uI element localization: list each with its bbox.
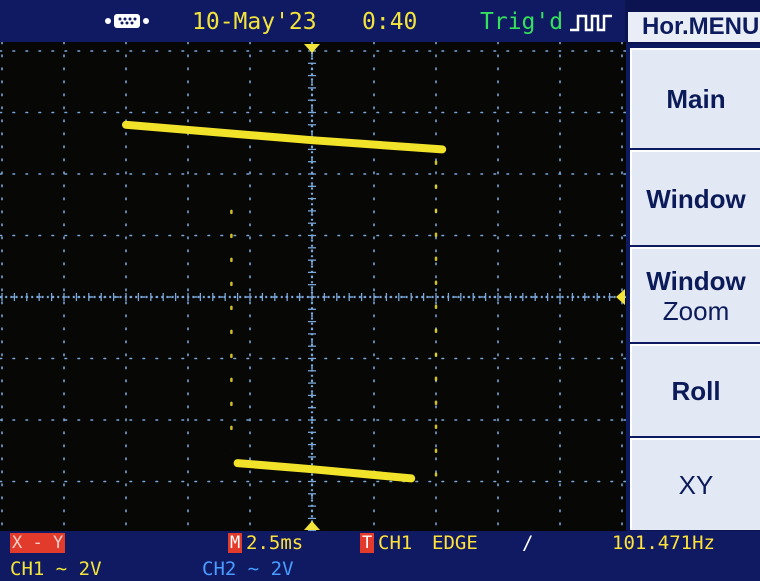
bottom-status-bar: X - Y M 2.5ms T CH1 EDGE / 101.471Hz CH1…	[0, 531, 760, 581]
ch2-scale: CH2 ∼ 2V	[202, 558, 294, 580]
rising-edge-pulse-icon	[568, 12, 616, 34]
trigger-type: EDGE	[432, 532, 478, 554]
window-button[interactable]: Window	[630, 150, 760, 245]
roll-button-label: Roll	[671, 376, 720, 406]
status-bar: 10-May'23 0:40 Trig'd	[0, 0, 625, 42]
timebase-badge: M	[228, 533, 242, 553]
window-zoom-label-2: Zoom	[663, 296, 729, 326]
xy-button-label: XY	[679, 470, 714, 500]
window-zoom-button[interactable]: Window Zoom	[630, 247, 760, 342]
horizontal-menu: Main Window Window Zoom Roll XY	[626, 44, 760, 530]
time-readout: 0:40	[362, 9, 417, 35]
waveform-display[interactable]	[0, 42, 626, 531]
trigger-badge: T	[360, 533, 374, 553]
xy-plot	[0, 42, 626, 531]
trigger-source: CH1	[378, 532, 412, 554]
xy-button[interactable]: XY	[630, 438, 760, 530]
ch1-scale: CH1 ∼ 2V	[10, 558, 102, 580]
timebase-readout: 2.5ms	[246, 532, 303, 554]
main-button-label: Main	[666, 84, 725, 114]
date-readout: 10-May'23	[192, 9, 317, 35]
trigger-slope-icon: /	[522, 532, 533, 554]
frequency-readout: 101.471Hz	[612, 532, 715, 554]
main-button[interactable]: Main	[630, 48, 760, 148]
display-mode: X - Y	[10, 533, 65, 553]
window-zoom-label-1: Window	[646, 266, 745, 296]
roll-button[interactable]: Roll	[630, 344, 760, 436]
trigger-status: Trig'd	[480, 9, 563, 35]
menu-title: Hor.MENU	[628, 12, 760, 42]
usb-connector-icon	[104, 12, 152, 30]
window-button-label: Window	[646, 184, 745, 214]
